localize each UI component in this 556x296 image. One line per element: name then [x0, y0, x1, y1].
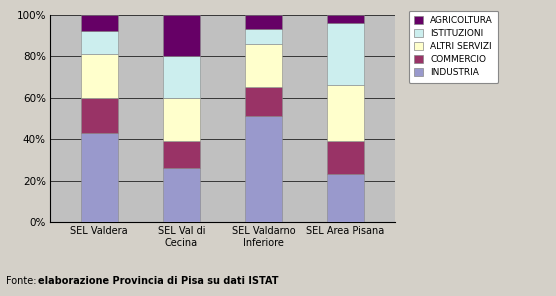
Bar	[81, 31, 118, 54]
Bar	[163, 168, 200, 222]
Text: Fonte:: Fonte:	[6, 276, 39, 286]
Legend: AGRICOLTURA, ISTITUZIONI, ALTRI SERVIZI, COMMERCIO, INDUSTRIA: AGRICOLTURA, ISTITUZIONI, ALTRI SERVIZI,…	[409, 11, 498, 83]
Bar	[81, 15, 118, 31]
Bar	[163, 56, 200, 98]
Bar	[163, 15, 200, 56]
Text: elaborazione Provincia di Pisa su dati ISTAT: elaborazione Provincia di Pisa su dati I…	[38, 276, 279, 286]
Bar	[163, 141, 200, 168]
Bar	[163, 98, 200, 141]
Bar	[245, 29, 282, 44]
Bar	[245, 116, 282, 222]
Bar	[245, 44, 282, 87]
Bar	[327, 85, 364, 141]
Bar	[81, 54, 118, 98]
Bar	[327, 141, 364, 174]
Bar	[327, 174, 364, 222]
Bar	[81, 133, 118, 222]
Bar	[81, 98, 118, 133]
Bar	[245, 15, 282, 29]
Bar	[327, 15, 364, 23]
Bar	[327, 23, 364, 85]
Bar	[245, 87, 282, 116]
